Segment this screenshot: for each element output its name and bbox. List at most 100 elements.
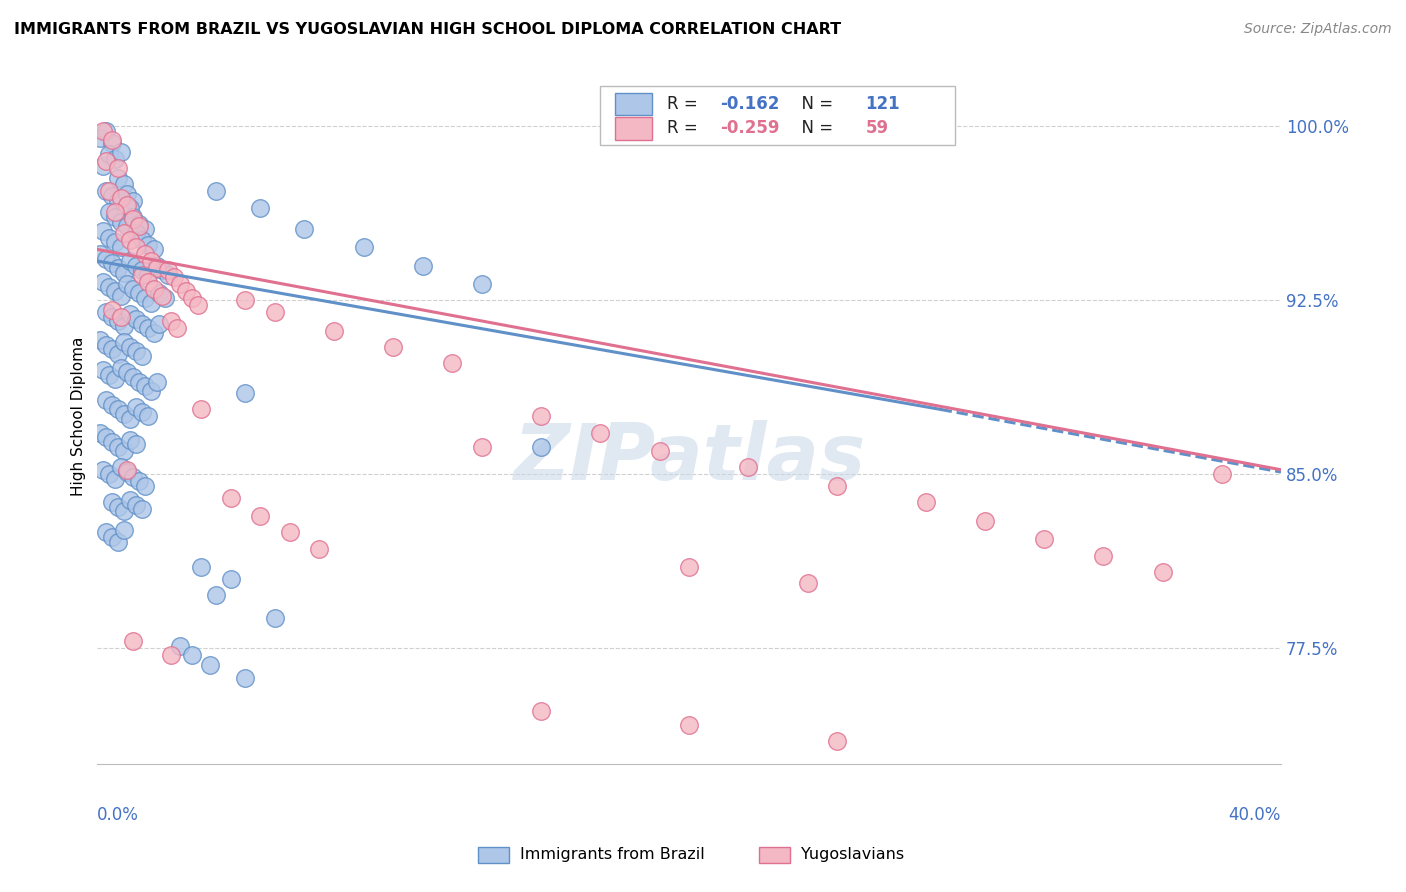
Point [104,284,127,298]
Point [118,340,141,354]
Point [163,270,186,285]
Point [125,344,148,359]
Point [1211,467,1233,482]
Point [323,324,346,338]
Point [187,298,209,312]
Point [118,492,141,507]
Point [121,370,143,384]
Point [471,440,494,454]
Text: Source: ZipAtlas.com: Source: ZipAtlas.com [1244,22,1392,37]
Point [96,124,118,138]
Point [152,289,174,303]
Point [101,495,124,509]
Point [219,491,242,505]
Point [142,282,165,296]
Point [104,235,127,250]
Point [915,495,938,509]
Point [155,291,177,305]
Point [96,525,118,540]
Point [101,133,124,147]
Point [91,159,114,173]
Point [112,523,135,537]
Point [530,440,553,454]
Text: N =: N = [792,95,838,112]
Point [101,136,124,150]
Point [91,463,114,477]
Point [121,282,143,296]
Point [98,205,121,219]
Text: -0.259: -0.259 [720,120,779,137]
Text: IMMIGRANTS FROM BRAZIL VS YUGOSLAVIAN HIGH SCHOOL DIPLOMA CORRELATION CHART: IMMIGRANTS FROM BRAZIL VS YUGOSLAVIAN HI… [14,22,841,37]
FancyBboxPatch shape [614,93,652,115]
Point [648,444,671,458]
Point [139,254,162,268]
Point [145,260,167,275]
Point [118,433,141,447]
Text: 121: 121 [866,95,900,112]
Point [91,275,114,289]
Point [101,434,124,449]
Point [89,425,111,440]
Point [98,185,121,199]
Point [157,268,180,282]
Point [796,576,818,591]
Point [125,498,148,512]
Point [107,161,129,176]
Point [110,460,132,475]
Point [118,233,141,247]
Point [118,307,141,321]
Point [118,201,141,215]
Point [104,205,127,219]
Point [131,233,153,247]
Point [98,279,121,293]
Point [134,479,156,493]
Point [166,321,188,335]
Text: R =: R = [666,95,703,112]
Point [278,525,301,540]
Point [96,154,118,169]
Point [96,393,118,408]
Point [131,268,153,282]
Point [530,409,553,424]
Point [110,289,132,303]
Point [89,247,111,261]
Point [125,240,148,254]
Point [131,405,153,419]
Point [204,185,226,199]
Point [115,365,138,379]
Point [1092,549,1115,563]
Point [101,302,124,317]
Point [128,286,150,301]
Point [219,572,242,586]
Point [110,240,132,254]
Point [110,360,132,375]
Point [107,347,129,361]
Point [98,368,121,382]
Point [107,260,129,275]
Point [174,284,197,298]
Point [148,317,170,331]
Point [89,131,111,145]
Point [112,226,135,240]
Point [110,214,132,228]
Point [115,463,138,477]
Point [142,326,165,340]
Point [91,363,114,377]
Point [101,530,124,544]
Point [128,217,150,231]
Point [139,295,162,310]
Point [181,291,204,305]
Text: 0.0%: 0.0% [97,806,139,824]
Point [128,475,150,489]
Point [825,734,848,748]
Text: N =: N = [792,120,838,137]
Point [169,639,191,653]
Point [107,534,129,549]
Point [110,310,132,324]
Point [131,263,153,277]
Point [118,411,141,425]
Point [382,340,405,354]
Point [678,718,700,732]
Point [107,402,129,417]
Point [121,212,143,227]
